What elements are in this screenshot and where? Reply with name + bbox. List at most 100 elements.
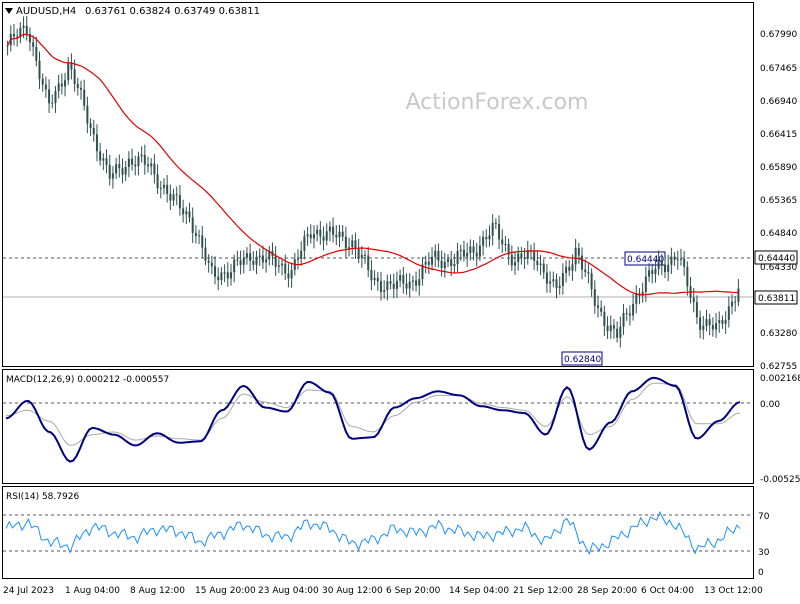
candle-body <box>99 151 102 161</box>
price-tick-label: 0.66940 <box>760 97 797 107</box>
candle-body <box>721 320 724 324</box>
candle-body <box>606 325 609 332</box>
candle-body <box>628 313 631 316</box>
candle-body <box>431 256 434 265</box>
candle-body <box>695 302 698 318</box>
time-tick-label: 6 Sep 20:00 <box>386 586 441 596</box>
candle-body <box>284 263 287 274</box>
candle-body <box>731 301 734 307</box>
candle-body <box>565 266 568 274</box>
candle-body <box>644 276 647 292</box>
candle-body <box>411 280 414 282</box>
candle-body <box>325 231 328 241</box>
candle-body <box>667 264 670 273</box>
candle-body <box>635 293 638 304</box>
candle-body <box>705 319 708 326</box>
candle-body <box>265 259 268 263</box>
candle-body <box>571 264 574 271</box>
candle-body <box>153 163 156 175</box>
candle-body <box>539 263 542 265</box>
candle-body <box>494 222 497 224</box>
candle-body <box>536 260 539 265</box>
candle-body <box>664 264 667 273</box>
candle-body <box>239 260 242 265</box>
candle-body <box>12 33 15 37</box>
current-price-label <box>754 290 798 305</box>
candle-body <box>306 234 309 237</box>
candle-body <box>143 154 146 165</box>
candle-body <box>277 265 280 267</box>
candle-body <box>648 270 651 277</box>
candle-body <box>462 249 465 257</box>
candle-body <box>102 158 105 161</box>
candle-body <box>507 244 510 255</box>
candle-body <box>737 288 740 302</box>
candle-body <box>357 248 360 259</box>
candle-body <box>389 281 392 284</box>
candle-body <box>670 256 673 265</box>
time-tick-label: 23 Aug 04:00 <box>258 586 319 596</box>
candle-body <box>35 46 38 61</box>
candle-body <box>341 231 344 237</box>
time-tick-label: 28 Sep 20:00 <box>577 586 637 596</box>
macd-axis: 0.002168 0.00 -0.00525 <box>760 374 800 485</box>
candle-body <box>568 266 571 271</box>
candle-body <box>373 277 376 281</box>
candle-body <box>255 257 258 265</box>
candle-body <box>89 123 92 129</box>
candle-body <box>261 255 264 263</box>
time-tick-label: 30 Aug 12:00 <box>322 586 383 596</box>
candle-body <box>421 264 424 280</box>
candle-body <box>207 260 210 263</box>
price-tick-label: 0.63280 <box>760 329 797 339</box>
candle-body <box>64 80 67 87</box>
candle-body <box>657 260 660 269</box>
candle-body <box>127 158 130 168</box>
candle-body <box>118 164 121 169</box>
candle-body <box>245 253 248 258</box>
candle-body <box>287 273 290 279</box>
candle-body <box>162 184 165 188</box>
candle-body <box>702 325 705 330</box>
candle-body <box>229 272 232 279</box>
candle-body <box>22 25 25 28</box>
candle-body <box>727 306 730 320</box>
candle-body <box>223 272 226 274</box>
candle-body <box>501 239 504 245</box>
candle-body <box>686 266 689 287</box>
candle-body <box>249 253 252 261</box>
candle-body <box>478 245 481 257</box>
candle-body <box>169 193 172 201</box>
candle-body <box>83 89 86 106</box>
candle-body <box>724 319 727 324</box>
candle-body <box>660 260 663 265</box>
candle-body <box>319 229 322 237</box>
candle-body <box>482 236 485 246</box>
candle-body <box>364 254 367 256</box>
candle-body <box>711 325 714 330</box>
rsi-tick-label: 70 <box>758 512 770 522</box>
candle-body <box>105 158 108 165</box>
candle-body <box>166 184 169 194</box>
candle-body <box>485 236 488 240</box>
candle-body <box>328 226 331 232</box>
candle-body <box>386 281 389 291</box>
time-tick-label: 24 Jul 2023 <box>3 586 54 596</box>
price-tick-label: 0.64840 <box>760 229 797 239</box>
candle-body <box>443 261 446 269</box>
candle-body <box>108 164 111 179</box>
candle-body <box>79 87 82 90</box>
collapse-arrow-icon[interactable] <box>5 8 13 14</box>
candle-body <box>456 251 459 265</box>
candle-body <box>38 60 41 79</box>
candle-body <box>679 258 682 260</box>
candle-body <box>708 319 711 326</box>
candle-body <box>392 283 395 289</box>
candle-body <box>488 235 491 240</box>
price-tick-label: 0.67990 <box>760 30 797 40</box>
candle-body <box>405 283 408 289</box>
candle-body <box>418 279 421 286</box>
price-tick-label: 0.66415 <box>760 130 797 140</box>
